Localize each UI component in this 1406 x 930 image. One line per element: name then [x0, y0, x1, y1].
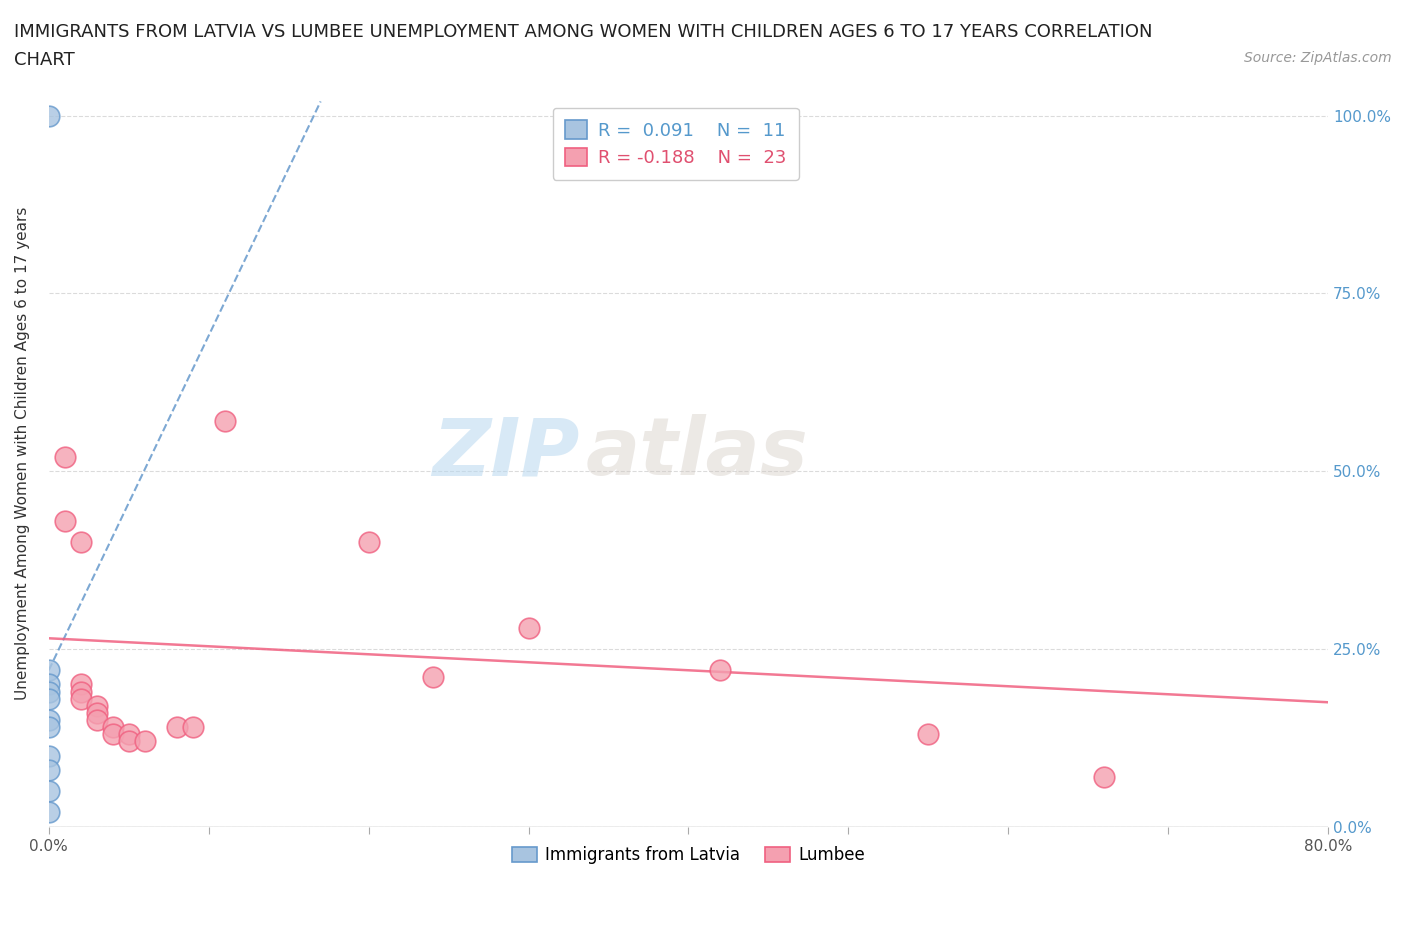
Point: [422, 670, 444, 684]
Legend: Immigrants from Latvia, Lumbee: Immigrants from Latvia, Lumbee: [505, 839, 872, 870]
Text: atlas: atlas: [586, 415, 808, 492]
Text: Source: ZipAtlas.com: Source: ZipAtlas.com: [1244, 51, 1392, 65]
Point: [38, 684, 60, 699]
Point: [86, 706, 108, 721]
Point: [38, 712, 60, 727]
Point: [917, 727, 939, 742]
Point: [118, 727, 141, 742]
Point: [214, 414, 236, 429]
Point: [38, 763, 60, 777]
Point: [38, 691, 60, 706]
Point: [118, 734, 141, 749]
Point: [69, 677, 91, 692]
Point: [709, 663, 731, 678]
Point: [517, 620, 540, 635]
Point: [38, 784, 60, 799]
Point: [101, 720, 124, 735]
Point: [86, 698, 108, 713]
Point: [101, 727, 124, 742]
Point: [69, 684, 91, 699]
Point: [38, 805, 60, 820]
Point: [38, 108, 60, 123]
Point: [134, 734, 156, 749]
Text: IMMIGRANTS FROM LATVIA VS LUMBEE UNEMPLOYMENT AMONG WOMEN WITH CHILDREN AGES 6 T: IMMIGRANTS FROM LATVIA VS LUMBEE UNEMPLO…: [14, 23, 1153, 41]
Point: [53, 449, 76, 464]
Point: [1092, 769, 1115, 784]
Point: [86, 712, 108, 727]
Point: [38, 720, 60, 735]
Point: [69, 691, 91, 706]
Text: ZIP: ZIP: [432, 415, 579, 492]
Point: [69, 535, 91, 550]
Y-axis label: Unemployment Among Women with Children Ages 6 to 17 years: Unemployment Among Women with Children A…: [15, 206, 30, 700]
Point: [357, 535, 380, 550]
Point: [53, 513, 76, 528]
Point: [38, 748, 60, 763]
Point: [38, 677, 60, 692]
Point: [38, 663, 60, 678]
Text: CHART: CHART: [14, 51, 75, 69]
Point: [166, 720, 188, 735]
Point: [181, 720, 204, 735]
